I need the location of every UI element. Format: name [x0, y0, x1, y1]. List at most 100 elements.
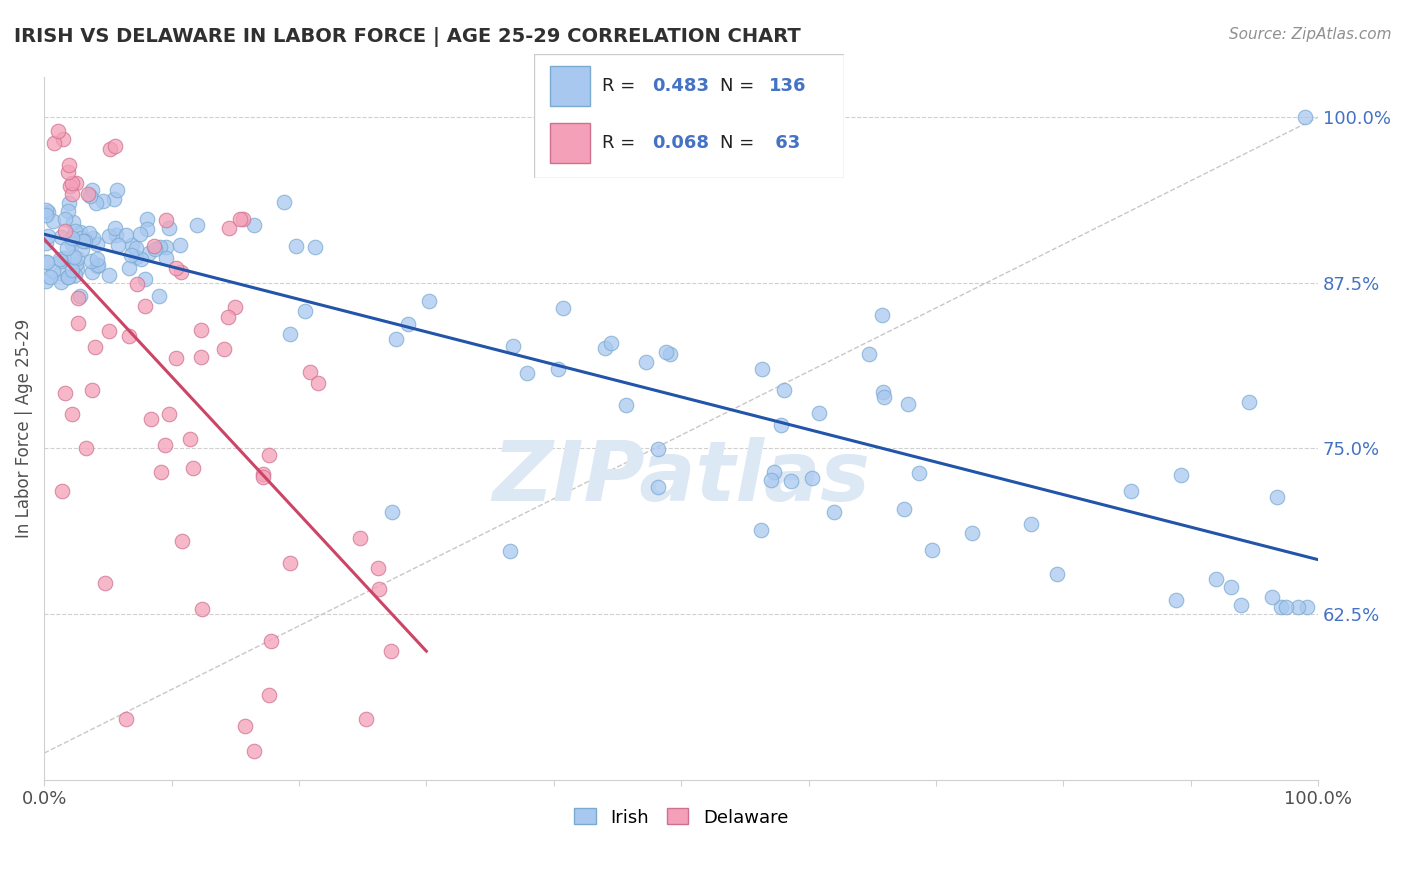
Point	[63, 224, 86, 238]
Point	[761, 474, 783, 488]
Point	[58, 158, 80, 172]
Point	[1170, 467, 1192, 482]
Point	[257, 448, 280, 462]
Point	[125, 277, 148, 292]
Text: ZIPatlas: ZIPatlas	[492, 437, 870, 518]
Point	[1294, 110, 1316, 124]
Point	[157, 221, 180, 235]
Point	[48, 252, 70, 267]
Point	[103, 192, 125, 206]
Point	[647, 480, 669, 494]
Point	[82, 264, 104, 278]
Point	[769, 418, 792, 433]
Point	[49, 254, 72, 268]
Point	[858, 347, 880, 361]
Point	[165, 351, 187, 365]
Text: 136: 136	[769, 77, 807, 95]
Point	[873, 390, 896, 404]
Point	[70, 231, 93, 245]
Point	[384, 332, 406, 346]
Point	[124, 241, 146, 255]
Point	[179, 433, 201, 447]
Point	[893, 501, 915, 516]
Point	[66, 316, 89, 330]
Point	[56, 270, 79, 285]
Point	[1261, 590, 1284, 604]
Point	[138, 246, 160, 260]
Point	[181, 461, 204, 475]
Point	[39, 269, 62, 284]
Point	[35, 208, 58, 222]
Point	[1205, 572, 1227, 586]
Point	[53, 224, 76, 238]
Point	[349, 531, 371, 545]
Point	[212, 342, 235, 356]
Point	[749, 523, 772, 537]
FancyBboxPatch shape	[550, 123, 591, 163]
Point	[233, 719, 256, 733]
Point	[62, 250, 84, 264]
Point	[897, 397, 920, 411]
Point	[516, 366, 538, 380]
Point	[872, 309, 894, 323]
Point	[79, 188, 101, 202]
Point	[49, 275, 72, 289]
Text: 0.068: 0.068	[652, 135, 709, 153]
Point	[52, 251, 75, 265]
Point	[60, 263, 83, 277]
Point	[76, 186, 98, 201]
Point	[115, 712, 138, 726]
Point	[62, 215, 84, 229]
Text: IRISH VS DELAWARE IN LABOR FORCE | AGE 25-29 CORRELATION CHART: IRISH VS DELAWARE IN LABOR FORCE | AGE 2…	[14, 27, 801, 46]
Point	[49, 266, 72, 280]
Point	[118, 329, 141, 343]
Point	[104, 139, 127, 153]
Point	[66, 262, 89, 277]
Point	[65, 176, 87, 190]
Point	[56, 241, 79, 255]
Point	[229, 212, 252, 227]
Point	[35, 235, 58, 250]
Point	[35, 255, 58, 269]
Point	[232, 211, 254, 226]
Point	[1230, 599, 1253, 613]
Point	[1237, 394, 1260, 409]
Point	[599, 336, 621, 351]
Point	[1265, 490, 1288, 504]
Text: R =: R =	[602, 135, 641, 153]
Point	[190, 323, 212, 337]
Point	[104, 228, 127, 243]
Point	[128, 227, 150, 241]
Point	[60, 187, 83, 202]
Point	[636, 355, 658, 369]
Point	[380, 644, 402, 658]
Point	[800, 471, 823, 485]
Point	[1296, 600, 1319, 615]
Point	[77, 226, 100, 240]
Point	[35, 254, 58, 268]
Point	[1119, 483, 1142, 498]
Point	[86, 252, 108, 266]
Point	[150, 465, 173, 479]
Text: R =: R =	[602, 77, 641, 95]
Point	[908, 466, 931, 480]
Point	[170, 265, 193, 279]
Point	[551, 301, 574, 315]
FancyBboxPatch shape	[534, 54, 844, 178]
Point	[86, 236, 108, 251]
Point	[75, 235, 97, 249]
Point	[53, 212, 76, 227]
Point	[960, 525, 983, 540]
Point	[655, 345, 678, 359]
Point	[242, 218, 264, 232]
Point	[125, 251, 148, 265]
Point	[751, 362, 773, 376]
Point	[35, 274, 58, 288]
Point	[186, 218, 208, 232]
Point	[65, 257, 87, 271]
Point	[1275, 600, 1298, 615]
Point	[252, 467, 274, 482]
Point	[56, 203, 79, 218]
Point	[155, 212, 177, 227]
Point	[121, 237, 143, 252]
